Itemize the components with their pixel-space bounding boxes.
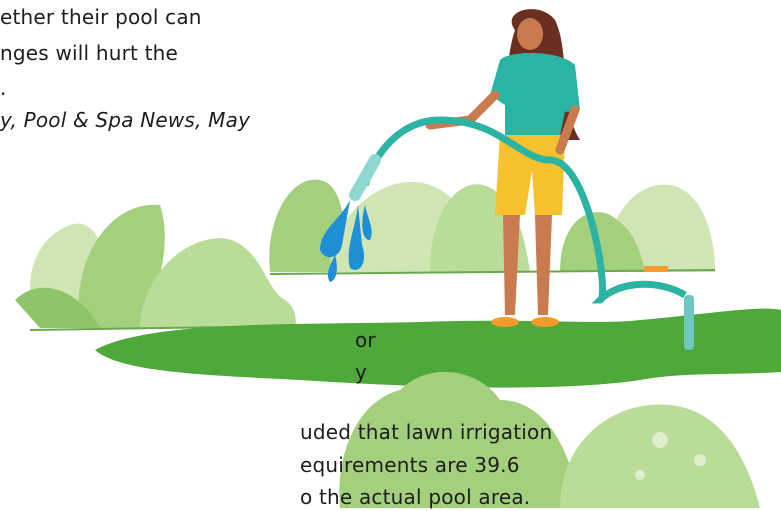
citation: y, Pool & Spa News, May bbox=[0, 106, 250, 134]
text-line: equirements are 39.6 bbox=[300, 451, 520, 479]
nozzle bbox=[355, 160, 375, 195]
text-line: o the actual pool area. bbox=[300, 483, 530, 511]
text-line: . bbox=[0, 74, 7, 102]
page: ether their pool can nges will hurt the … bbox=[0, 0, 781, 508]
person bbox=[430, 9, 580, 327]
text-line: or bbox=[355, 326, 376, 354]
bushes-back bbox=[15, 180, 715, 330]
text-line: uded that lawn irrigation bbox=[300, 418, 552, 446]
text-line: ether their pool can bbox=[0, 3, 202, 31]
text-line: y bbox=[355, 358, 367, 386]
text-line: nges will hurt the bbox=[0, 39, 178, 67]
